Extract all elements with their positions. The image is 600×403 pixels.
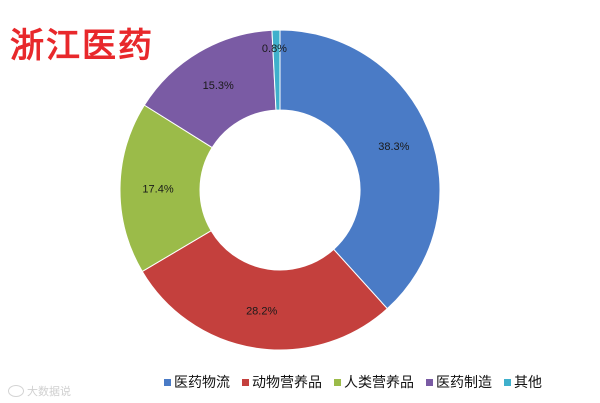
legend-swatch-4: [426, 378, 433, 386]
legend-item-3: 人类营养品: [334, 372, 414, 392]
legend-item-5: 其他: [504, 372, 542, 392]
watermark-logo-icon: [8, 385, 24, 397]
slice-3: [119, 104, 213, 273]
slice-2: [141, 230, 389, 351]
legend-item-4: 医药制造: [426, 372, 492, 392]
legend-label-5: 其他: [514, 375, 542, 391]
slice-label-3: 17.4%: [142, 183, 173, 195]
legend-swatch-2: [242, 378, 249, 386]
slice-5: [271, 29, 281, 111]
watermark-text: 大数据说: [27, 385, 71, 398]
legend-label-4: 医药制造: [436, 375, 492, 391]
legend-label-1: 医药物流: [174, 375, 230, 391]
legend-swatch-5: [504, 378, 511, 386]
slice-1: [279, 29, 441, 310]
legend-item-1: 医药物流: [164, 372, 230, 392]
labels-group: 38.3% 28.2% 17.4% 15.3% 0.8%: [142, 43, 409, 318]
legend-item-2: 动物营养品: [242, 372, 322, 392]
chart-title: 浙江医药: [10, 26, 154, 66]
slices-group: [119, 29, 441, 351]
slice-label-5: 0.8%: [262, 43, 287, 55]
slice-label-1: 38.3%: [378, 141, 409, 153]
slice-label-4: 15.3%: [203, 80, 234, 92]
slice-label-2: 28.2%: [246, 306, 277, 318]
legend-label-3: 人类营养品: [344, 375, 414, 391]
legend: 医药物流 动物营养品 人类营养品 医药制造 其他: [164, 372, 542, 392]
watermark: 大数据说: [8, 383, 71, 399]
legend-swatch-1: [164, 378, 171, 386]
legend-label-2: 动物营养品: [252, 375, 322, 391]
legend-swatch-3: [334, 378, 341, 386]
